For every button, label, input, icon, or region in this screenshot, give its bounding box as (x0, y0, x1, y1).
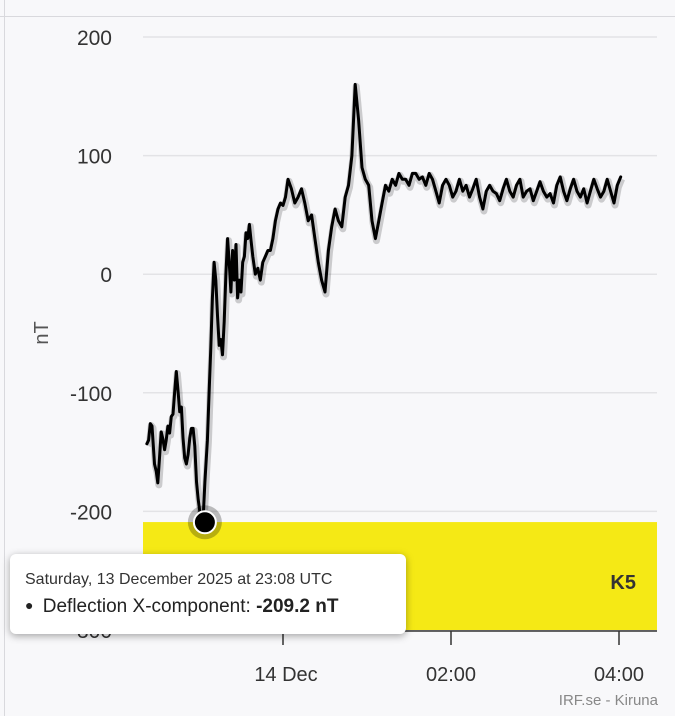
x-tick-label: 14 Dec (254, 664, 317, 686)
tooltip-value: -209.2 nT (256, 596, 339, 617)
y-tick-label: 0 (100, 264, 112, 287)
highlight-marker (187, 505, 222, 540)
panel-left-border (0, 0, 5, 716)
panel-top-border (0, 0, 675, 17)
series-bullet-icon: ● (25, 597, 34, 613)
x-tick-label: 02:00 (426, 664, 476, 686)
y-tick-label: 100 (77, 146, 112, 169)
y-tick-label: -100 (70, 383, 112, 406)
marker-dot (192, 510, 217, 535)
tooltip-series-name: Deflection X-component: (42, 596, 251, 617)
series-group[interactable] (144, 82, 625, 528)
credits-text[interactable]: IRF.se - Kiruna (559, 692, 659, 709)
tooltip: Saturday, 13 December 2025 at 23:08 UTC … (10, 554, 406, 634)
series-line[interactable] (145, 82, 623, 524)
tooltip-value-line: ● Deflection X-component: -209.2 nT (25, 596, 338, 618)
y-tick-label: -200 (70, 501, 112, 524)
x-tick-label: 04:00 (594, 664, 644, 686)
y-axis-label: nT (31, 321, 53, 344)
x-axis: 14 Dec 02:00 04:00 (143, 630, 657, 686)
tooltip-date: Saturday, 13 December 2025 at 23:08 UTC (25, 571, 333, 588)
series-shadow (144, 82, 625, 528)
y-tick-label: 200 (77, 27, 112, 50)
band-label: K5 (610, 572, 636, 594)
